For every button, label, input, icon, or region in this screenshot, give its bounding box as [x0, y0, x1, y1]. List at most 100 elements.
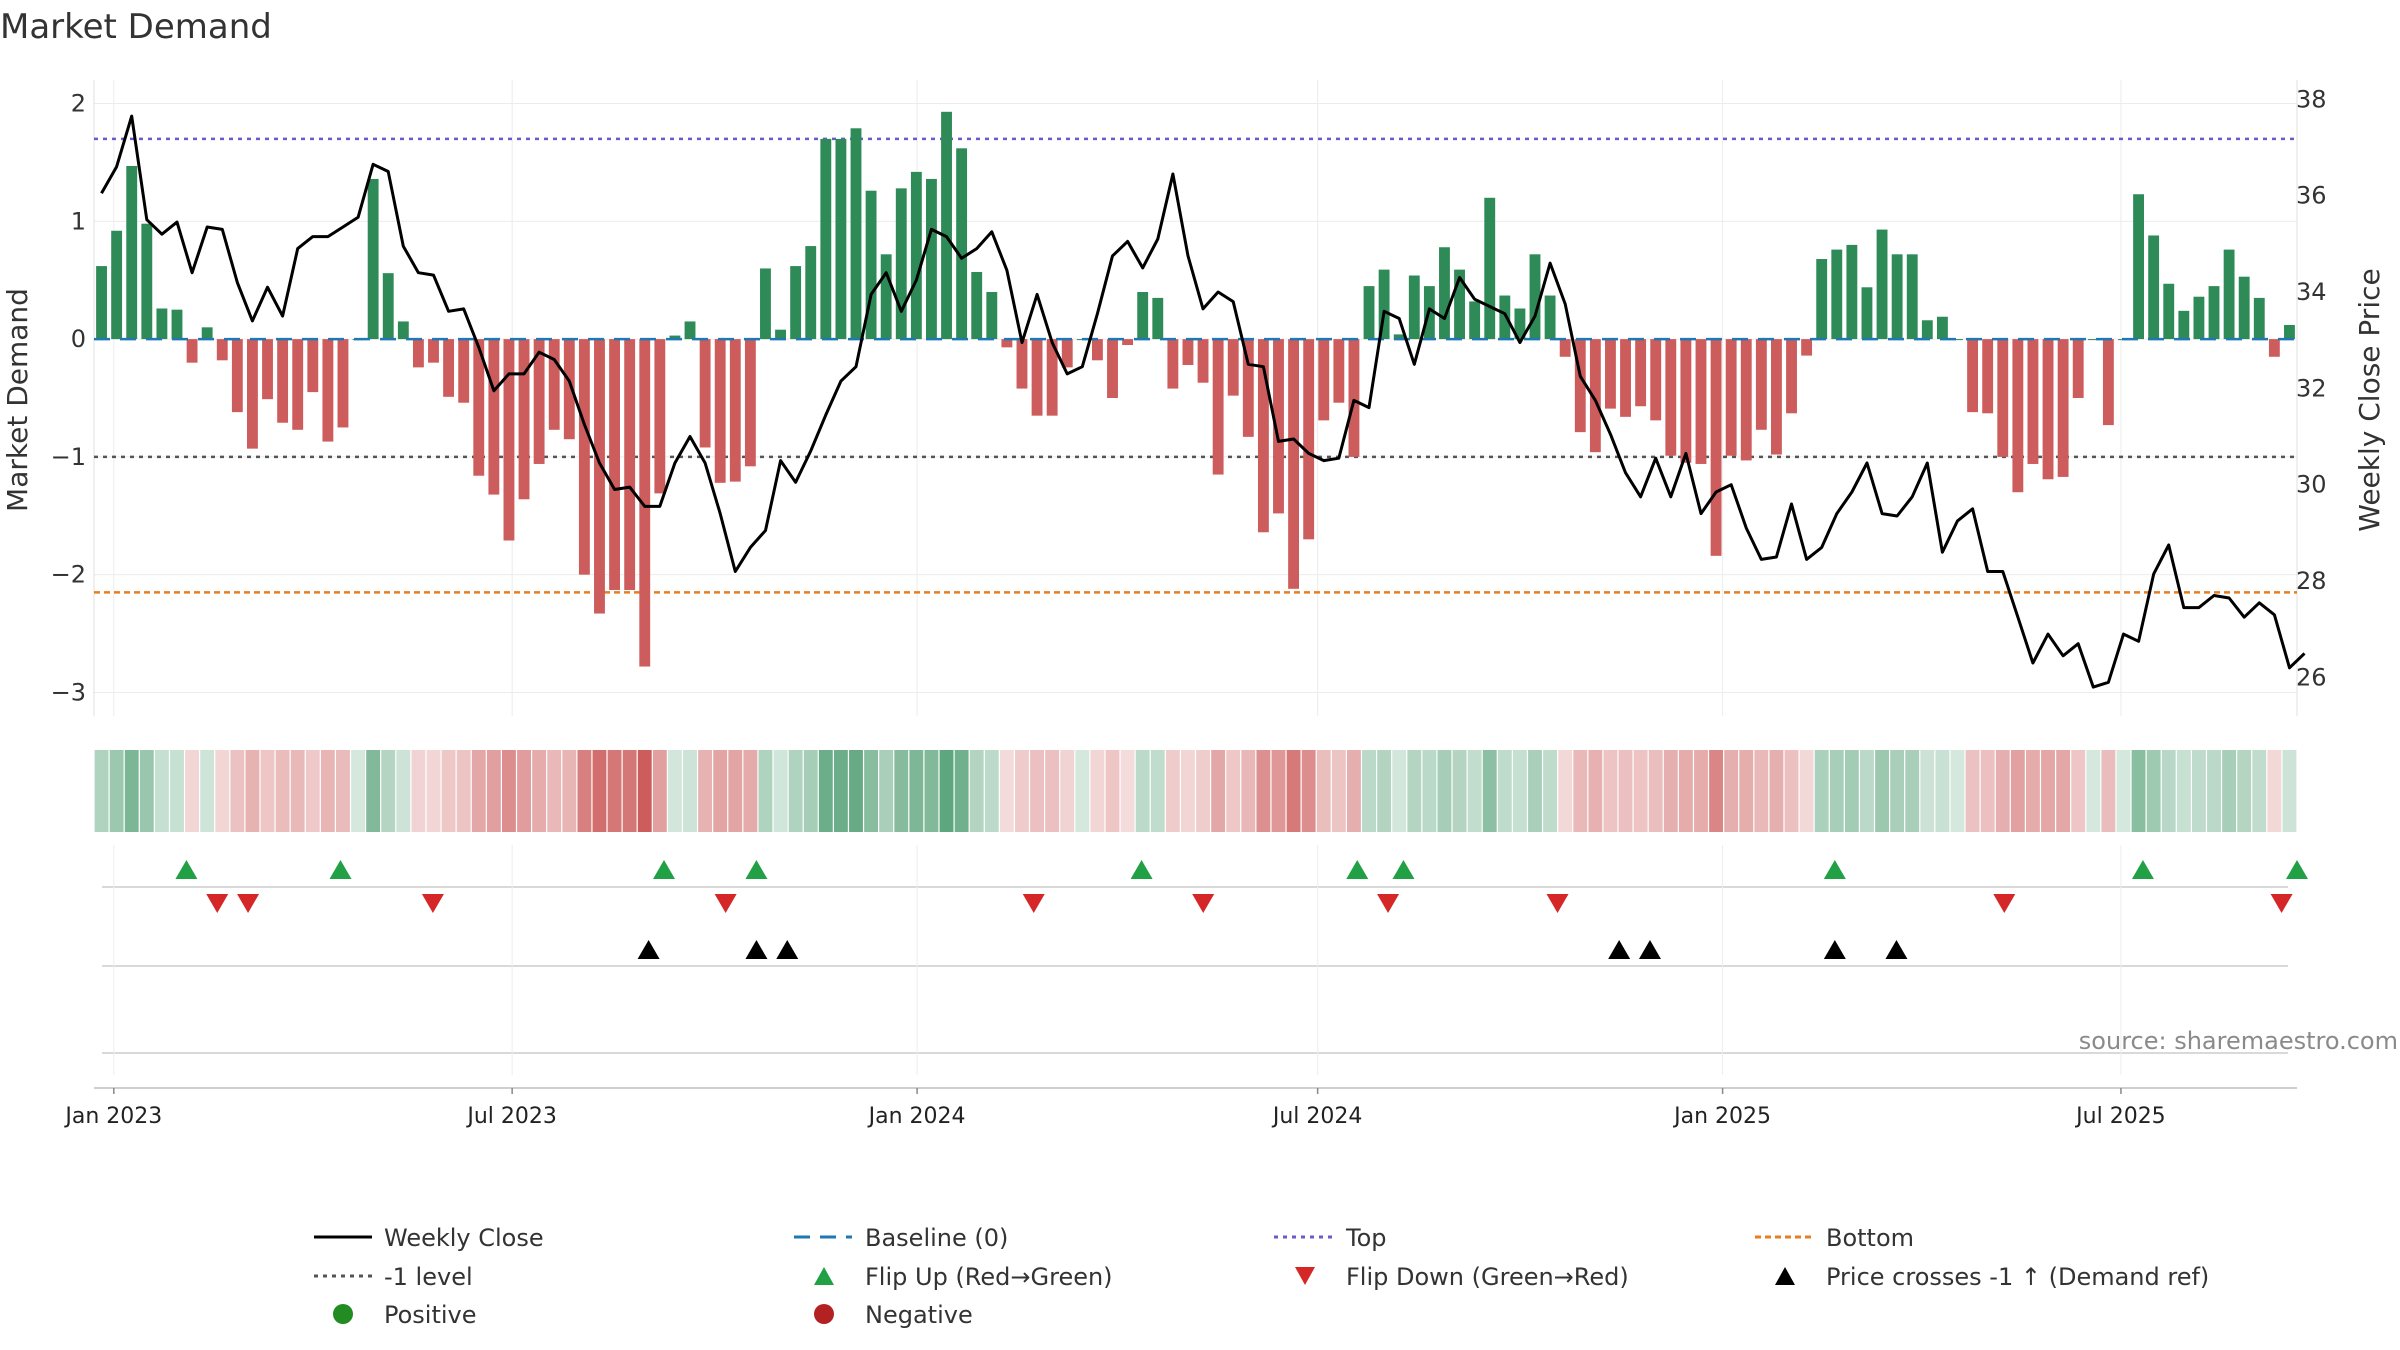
heat-cell	[1950, 750, 1965, 832]
heat-cell	[1814, 750, 1829, 832]
demand-bar	[322, 339, 334, 442]
demand-bar	[1031, 339, 1043, 416]
heat-cell	[1860, 750, 1874, 832]
demand-bar	[1725, 339, 1737, 456]
demand-bar	[578, 339, 590, 575]
heat-cell	[1482, 750, 1497, 832]
demand-bar	[1408, 275, 1420, 340]
demand-bar	[2072, 339, 2084, 398]
demand-bar	[1695, 339, 1707, 464]
demand-bar	[518, 339, 530, 500]
heat-cell	[109, 750, 124, 832]
reference-lines	[94, 137, 2297, 594]
demand-bar	[171, 309, 183, 340]
right-axis-label: Weekly Close Price	[2353, 268, 2386, 531]
demand-bar	[247, 339, 258, 449]
demand-bar	[488, 339, 500, 495]
heat-cell	[396, 750, 411, 832]
heat-cell	[577, 750, 592, 832]
flip-up-marker	[745, 860, 768, 879]
demand-bar	[1635, 339, 1647, 407]
right-tick-label: 36	[2296, 182, 2327, 210]
heat-cell	[1256, 750, 1271, 832]
heat-cell	[381, 750, 396, 832]
heat-cell	[758, 750, 773, 832]
heat-cell	[2191, 750, 2206, 832]
demand-bar	[156, 308, 168, 340]
legend-minus-one: -1 level	[384, 1263, 473, 1291]
heat-cell	[894, 750, 909, 832]
demand-bar	[1046, 339, 1058, 416]
right-axis-ticks: 38 36 34 32 30 28 26	[2296, 85, 2327, 691]
cross-marker	[776, 940, 799, 959]
heat-cell	[969, 750, 984, 832]
flip-down-marker	[1022, 894, 1045, 913]
heat-cell	[1422, 750, 1437, 832]
heat-cell	[486, 750, 501, 832]
demand-bar	[850, 128, 862, 340]
heat-cell	[2010, 750, 2025, 832]
legend-flip-down-swatch	[1295, 1267, 1315, 1285]
right-tick-label: 30	[2296, 471, 2327, 499]
heat-cell	[351, 750, 365, 832]
heat-cell	[1633, 750, 1648, 832]
demand-bar	[2253, 297, 2265, 340]
demand-bar	[1061, 339, 1073, 368]
demand-bar	[2042, 339, 2054, 480]
heat-cell	[1331, 750, 1346, 832]
demand-bar	[1982, 339, 1994, 414]
heat-cell	[139, 750, 154, 832]
legend: Weekly Close -1 level Positive Baseline …	[314, 1224, 2209, 1329]
heat-cell	[2041, 750, 2055, 832]
heat-cell	[1060, 750, 1075, 832]
heat-cell	[1965, 750, 1980, 832]
demand-bar	[624, 339, 636, 590]
heat-cell	[1784, 750, 1799, 832]
heat-cell	[984, 750, 999, 832]
demand-bar	[141, 223, 153, 340]
heat-cell	[532, 750, 547, 832]
demand-bar	[2133, 194, 2144, 340]
demand-bar	[1650, 339, 1662, 421]
flip-down-marker	[1192, 894, 1215, 913]
heat-cell	[1226, 750, 1241, 832]
x-tick-label: Jul 2024	[1271, 1104, 1363, 1129]
demand-bar	[2208, 286, 2220, 340]
heat-cell	[260, 750, 275, 832]
demand-bar	[533, 339, 545, 464]
heat-cell	[1905, 750, 1920, 832]
heat-cell	[1875, 750, 1889, 832]
flip-down-marker	[2270, 894, 2293, 913]
legend-cross-swatch	[1775, 1267, 1795, 1285]
heat-cell	[592, 750, 607, 832]
demand-bar	[1152, 297, 1164, 340]
demand-bar	[307, 339, 319, 393]
demand-bar	[1001, 339, 1013, 348]
heat-cell	[1920, 750, 1935, 832]
heat-cell	[2161, 750, 2176, 832]
heat-cell	[1241, 750, 1256, 832]
heat-cell	[2071, 750, 2086, 832]
heat-cell	[305, 750, 320, 832]
heat-cell	[1135, 750, 1150, 832]
heat-cell	[124, 750, 139, 832]
heat-cell	[2222, 750, 2237, 832]
heat-cell	[411, 750, 426, 832]
cross-marker	[1885, 940, 1908, 959]
demand-bar	[186, 339, 198, 363]
demand-bar	[1574, 339, 1586, 433]
heat-cell	[1271, 750, 1286, 832]
demand-bar	[1620, 339, 1631, 417]
demand-bar	[1227, 339, 1239, 396]
demand-bar	[443, 339, 455, 397]
demand-bar	[1755, 339, 1767, 430]
demand-bar	[563, 339, 575, 440]
heat-cell	[1558, 750, 1573, 832]
heat-cell	[1543, 750, 1558, 832]
right-tick-label: 38	[2296, 85, 2327, 113]
flip-down-marker	[421, 894, 444, 913]
demand-bar	[1665, 339, 1677, 456]
demand-bar	[1212, 339, 1224, 475]
heat-cell	[2282, 750, 2297, 832]
